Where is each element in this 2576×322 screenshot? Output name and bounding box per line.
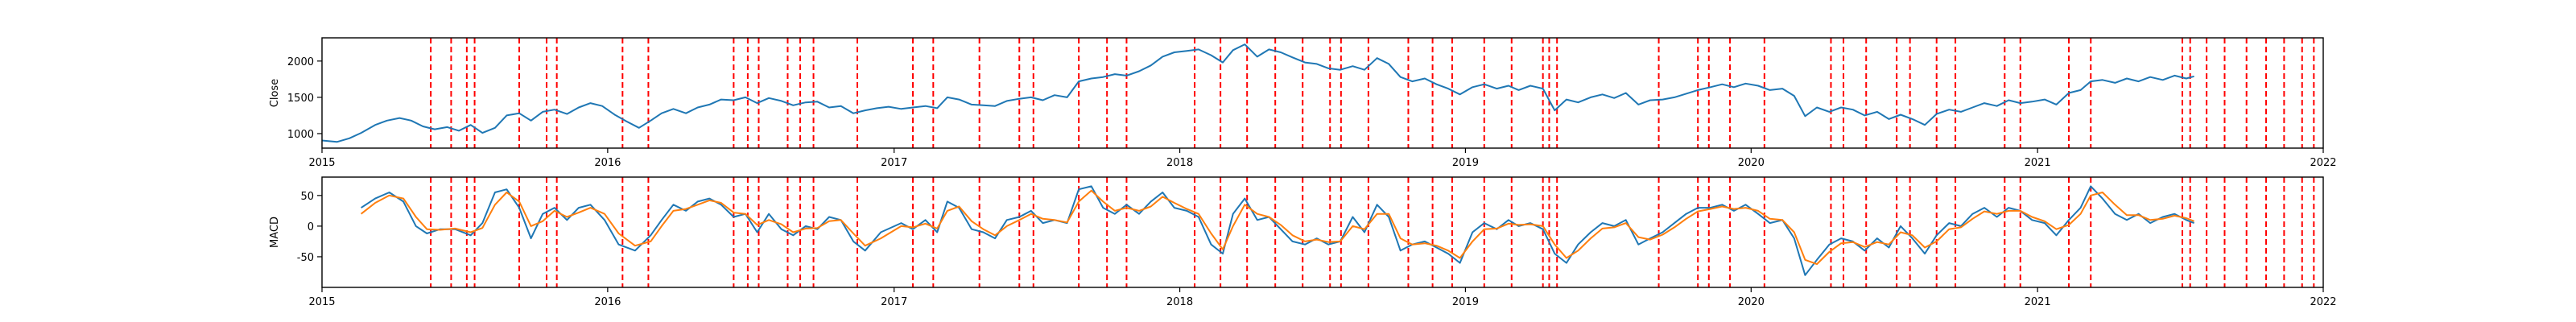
close-series-group bbox=[321, 43, 2194, 143]
close-plot-area bbox=[322, 38, 2323, 148]
close-y-tick-label: 2000 bbox=[287, 56, 314, 68]
close-y-ticks: 1000 1500 2000 bbox=[287, 56, 322, 141]
macd-signal-lines bbox=[430, 177, 2315, 287]
macd-x-ticks: 2015 2016 2017 2018 2019 2020 2021 2022 bbox=[308, 287, 2337, 308]
macd-x-tick-label: 2018 bbox=[1166, 296, 1193, 308]
macd-line bbox=[361, 185, 2194, 276]
macd-x-tick-label: 2019 bbox=[1452, 296, 1479, 308]
close-x-tick-label: 2016 bbox=[594, 157, 621, 169]
macd-x-tick-label: 2020 bbox=[1738, 296, 1765, 308]
macd-axes-border bbox=[321, 176, 2324, 288]
macd-plot-area bbox=[322, 177, 2323, 287]
close-x-tick-label: 2021 bbox=[2025, 157, 2051, 169]
macd-signal-line-orange bbox=[360, 189, 2194, 266]
close-x-tick-label: 2015 bbox=[308, 157, 335, 169]
close-x-tick-label: 2018 bbox=[1166, 157, 1193, 169]
macd-x-tick-label: 2021 bbox=[2025, 296, 2051, 308]
macd-y-tick-label: 0 bbox=[308, 221, 314, 233]
close-axes-border bbox=[321, 37, 2324, 149]
macd-x-tick-label: 2015 bbox=[308, 296, 335, 308]
macd-plot-background bbox=[322, 177, 2323, 287]
close-plot-background bbox=[322, 38, 2323, 148]
close-x-ticks: 2015 2016 2017 2018 2019 2020 2021 2022 bbox=[308, 148, 2337, 169]
macd-x-tick-label: 2016 bbox=[594, 296, 621, 308]
macd-y-tick-label: -50 bbox=[297, 252, 314, 264]
close-x-tick-label: 2019 bbox=[1452, 157, 1479, 169]
macd-x-tick-label: 2017 bbox=[881, 296, 907, 308]
close-y-axis-label: Close bbox=[269, 79, 281, 107]
close-line bbox=[321, 43, 2194, 143]
close-signal-lines bbox=[430, 38, 2315, 148]
macd-x-tick-label: 2022 bbox=[2310, 296, 2336, 308]
macd-panel: 2015 2016 2017 2018 2019 2020 2021 2022 -50050 … bbox=[269, 176, 2337, 308]
close-y-tick-label: 1000 bbox=[287, 129, 314, 141]
macd-y-axis-label: MACD bbox=[269, 217, 281, 248]
close-price-panel: 2015 2016 2017 2018 2019 2020 2021 2022 1000 150… bbox=[269, 37, 2337, 169]
macd-y-tick-label: 50 bbox=[300, 191, 314, 203]
macd-series-group bbox=[360, 185, 2194, 276]
close-x-tick-label: 2017 bbox=[881, 157, 907, 169]
close-y-tick-label: 1500 bbox=[287, 93, 314, 105]
macd-y-ticks: -50 0 50 bbox=[297, 191, 322, 264]
close-x-tick-label: 2022 bbox=[2310, 157, 2336, 169]
macd-axes-frame bbox=[321, 176, 2324, 288]
close-axes-frame bbox=[321, 37, 2324, 149]
close-x-tick-label: 2020 bbox=[1738, 157, 1765, 169]
